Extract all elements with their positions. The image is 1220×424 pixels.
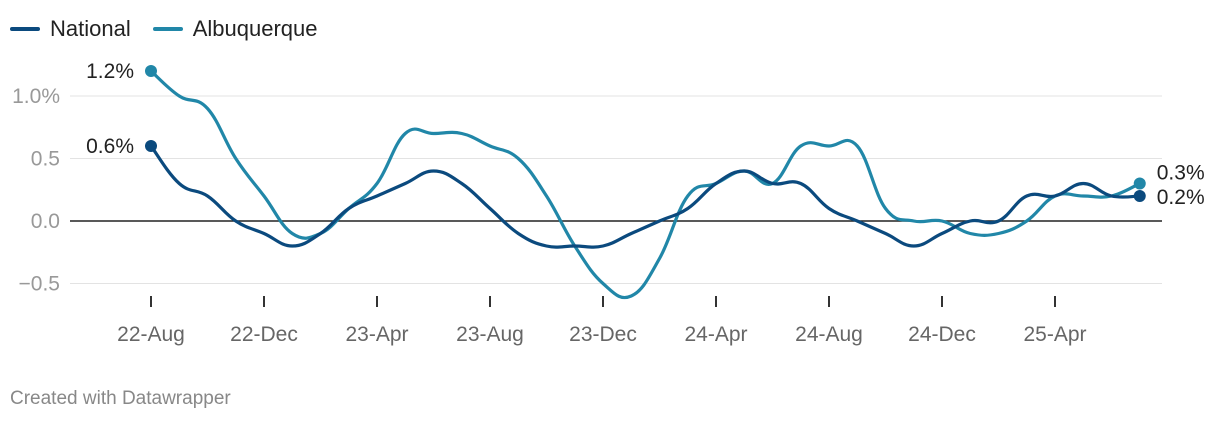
x-tick-label-3: 23-Aug xyxy=(456,323,524,346)
series-line-national xyxy=(149,144,1142,249)
x-tick-label-7: 24-Dec xyxy=(908,323,976,346)
legend-label-albuquerque: Albuquerque xyxy=(192,16,318,41)
line-chart: 1.0% 0.5 0.0 −0.5 22-Aug 22-Dec 23-Apr 23-Aug 23… xyxy=(12,60,1205,346)
start-point-national xyxy=(145,140,157,152)
y-tick-label-0: 1.0% xyxy=(12,85,60,108)
y-tick-label-1: 0.5 xyxy=(31,148,60,171)
y-tick-label-3: −0.5 xyxy=(19,273,60,296)
end-point-albuquerque xyxy=(1133,177,1146,190)
x-tick-label-6: 24-Aug xyxy=(795,323,863,346)
end-label-national: 0.2% xyxy=(1157,186,1205,209)
legend-swatch-albuquerque xyxy=(152,27,183,31)
start-label-albuquerque: 1.2% xyxy=(86,60,134,83)
legend-swatch-national xyxy=(10,27,40,31)
x-tick-label-8: 25-Apr xyxy=(1023,323,1086,346)
x-tick-label-5: 24-Apr xyxy=(684,323,747,346)
chart-legend: National Albuquerque xyxy=(10,14,318,44)
series-line-albuquerque xyxy=(149,69,1142,300)
end-point-national xyxy=(1133,190,1146,202)
end-label-albuquerque: 0.3% xyxy=(1157,162,1205,185)
start-point-albuquerque xyxy=(145,65,157,77)
legend-item-albuquerque: Albuquerque xyxy=(152,16,318,42)
x-tick-label-4: 23-Dec xyxy=(569,323,637,346)
y-tick-label-2: 0.0 xyxy=(31,210,60,233)
x-tick-label-0: 22-Aug xyxy=(117,323,185,346)
x-tick-label-2: 23-Apr xyxy=(345,323,408,346)
legend-label-national: National xyxy=(50,16,131,41)
footer-credit: Created with Datawrapper xyxy=(10,388,231,409)
x-tick-label-1: 22-Dec xyxy=(230,323,298,346)
start-label-national: 0.6% xyxy=(86,135,134,158)
legend-item-national: National xyxy=(10,16,131,42)
